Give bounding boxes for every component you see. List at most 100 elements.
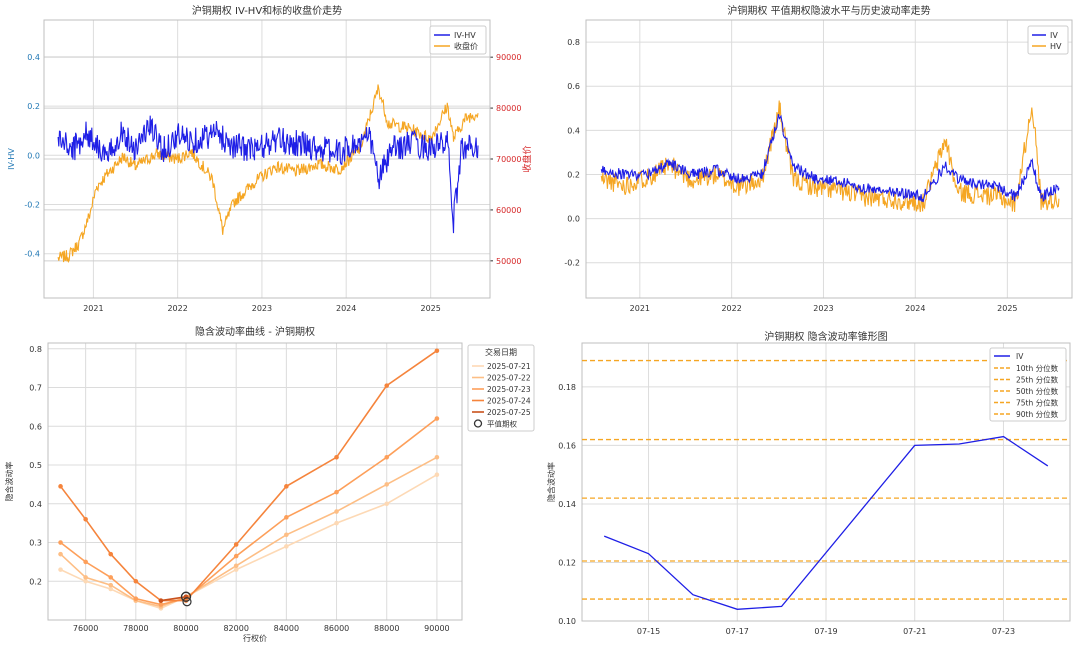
c2-legend-label: IV — [1050, 31, 1058, 40]
c4-ylabel: 隐含波动率 — [546, 462, 556, 502]
c3-xtick-label: 80000 — [173, 624, 198, 633]
c3-series-point — [83, 575, 88, 580]
c4-ytick-label: 0.14 — [558, 500, 576, 509]
c1-y2tick-label: 70000 — [496, 155, 521, 164]
c3-series-point — [133, 596, 139, 601]
c3-xtick-label: 90000 — [424, 624, 449, 633]
c2-series-hv — [600, 100, 1060, 213]
c4-legend-label: IV — [1016, 352, 1024, 361]
c3-series-point — [108, 586, 114, 592]
c3-plot-frame — [47, 342, 463, 621]
c3-series-point — [58, 551, 63, 557]
c1-ytick-label: 0.4 — [27, 53, 40, 62]
c1-y2tick-label: 80000 — [496, 104, 521, 113]
c1-xtick-label: 2023 — [252, 304, 272, 313]
c1-ytick-label: -0.4 — [24, 250, 40, 259]
c1-y2label: 收盘价 — [521, 145, 533, 172]
c3-ytick-label: 0.6 — [29, 422, 42, 431]
c4-ytick-label: 0.12 — [558, 558, 576, 567]
c4-xtick-label: 07-15 — [637, 627, 660, 636]
c2-ytick-label: 0.4 — [567, 126, 580, 135]
c3-series-point — [334, 489, 339, 495]
c3-series-point — [284, 484, 289, 489]
c3-legend-label: 2025-07-21 — [487, 362, 531, 371]
c3-series-point — [434, 454, 440, 460]
c3-series-point — [108, 551, 114, 557]
chart-iv-smile-svg: 76000 78000 80000 82000 84000 86000 88000 90000… — [4, 325, 535, 643]
c3-ytick-label: 0.2 — [29, 577, 42, 586]
c4-ytick-label: 0.16 — [558, 441, 576, 450]
c4-ytick-label: 0.10 — [558, 617, 576, 626]
c1-title: 沪铜期权 IV-HV和标的收盘价走势 — [192, 4, 342, 17]
c1-ytick-label: 0.0 — [27, 151, 40, 160]
c2-ytick-label: 0.8 — [567, 38, 580, 47]
c3-legend-label: 2025-07-22 — [487, 374, 531, 383]
c1-ylabel: IV-HV — [7, 148, 16, 170]
c1-xtick-label: 2021 — [83, 304, 103, 313]
c3-series-point — [284, 532, 289, 538]
c1-ytick-label: -0.2 — [24, 201, 40, 210]
chart-atm-iv-hv: 2021 2022 2023 2024 2025 -0.2 0.0 0.2 0.4 0.6 0.8 沪… — [540, 0, 1080, 323]
chart-atm-iv-hv-svg: 2021 2022 2023 2024 2025 -0.2 0.0 0.2 0.4 0.6 0.8 沪… — [564, 4, 1073, 313]
c3-series-point — [58, 567, 63, 572]
c3-title: 隐含波动率曲线 - 沪铜期权 — [195, 325, 315, 338]
c1-series-close — [57, 84, 479, 264]
c3-series-point — [233, 542, 239, 547]
c3-xtick-label: 82000 — [223, 624, 248, 633]
c3-series-point — [83, 559, 88, 565]
c4-legend-label: 25th 分位数 — [1016, 375, 1059, 385]
c1-ytick-label: 0.2 — [27, 102, 40, 111]
c3-series-point — [434, 348, 440, 354]
c3-series-point — [334, 520, 339, 526]
c3-xtick-label: 76000 — [73, 624, 98, 633]
c1-legend-label: IV-HV — [454, 31, 476, 40]
c3-legend-label: 2025-07-23 — [487, 385, 531, 394]
c1-xtick-label: 2024 — [336, 304, 356, 313]
c4-series-iv — [603, 435, 1049, 610]
c3-series-point — [108, 575, 114, 580]
c3-series-point — [334, 509, 339, 514]
c1-xtick-label: 2022 — [167, 304, 187, 313]
c1-legend-label: 收盘价 — [454, 41, 478, 51]
c3-series-point — [58, 540, 63, 545]
c3-series-point — [434, 416, 440, 421]
c3-series-point — [334, 454, 339, 460]
c3-series-point — [284, 544, 289, 549]
c3-series-point — [384, 383, 390, 388]
c3-xlabel: 行权价 — [243, 633, 267, 643]
c3-legend-atm-label: 平值期权 — [487, 419, 517, 429]
c2-xtick-label: 2024 — [905, 304, 925, 313]
c2-xtick-label: 2025 — [997, 304, 1017, 313]
c3-series-point — [83, 578, 88, 584]
c4-xtick-label: 07-23 — [992, 627, 1015, 636]
c3-series-point — [384, 482, 390, 487]
c3-ytick-label: 0.5 — [29, 461, 42, 470]
c2-ytick-label: 0.2 — [567, 170, 580, 179]
c3-atm-marker — [180, 591, 192, 602]
c4-xtick-label: 07-21 — [903, 627, 926, 636]
c2-xtick-label: 2022 — [721, 304, 741, 313]
c1-xtick-label: 2025 — [420, 304, 440, 313]
c2-plot-frame — [585, 19, 1073, 299]
c4-title: 沪铜期权 隐含波动率锥形图 — [764, 330, 887, 343]
c2-legend-box — [1027, 25, 1069, 55]
c3-series-point — [384, 501, 390, 507]
c3-series-point — [233, 563, 239, 569]
c1-y2tick-label: 90000 — [496, 53, 521, 62]
c3-ytick-label: 0.3 — [29, 539, 42, 548]
chart-iv-smile: 76000 78000 80000 82000 84000 86000 88000 90000… — [0, 323, 540, 646]
chart-iv-cone-svg: 07-15 07-17 07-19 07-21 07-23 0.10 0.12 0.14 0.1… — [546, 330, 1071, 636]
c1-plot-frame — [43, 19, 491, 299]
c3-ytick-label: 0.8 — [29, 345, 42, 354]
c4-xtick-label: 07-17 — [726, 627, 749, 636]
c3-xtick-label: 88000 — [374, 624, 399, 633]
chart-iv-hv-close: 2021 2022 2023 2024 2025 -0.4 -0.2 0.0 0.2 0.4 500… — [0, 0, 540, 323]
c2-ytick-label: 0.0 — [567, 215, 580, 224]
c3-xtick-label: 86000 — [324, 624, 349, 633]
c2-xtick-label: 2023 — [813, 304, 833, 313]
c1-y2tick-label: 50000 — [496, 257, 521, 266]
c2-legend-label: HV — [1050, 42, 1062, 51]
c3-series-point — [158, 602, 164, 607]
c3-legend-title: 交易日期 — [485, 347, 517, 357]
c3-series-point — [83, 516, 88, 522]
